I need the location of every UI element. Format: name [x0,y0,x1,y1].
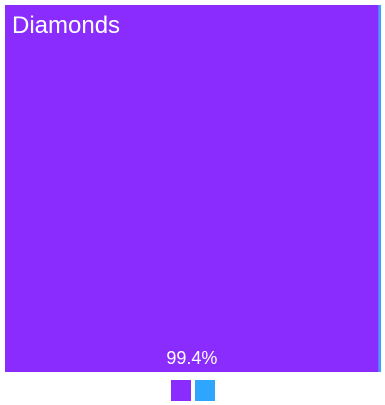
treemap-tile-1[interactable] [378,5,381,372]
legend-swatch-1[interactable] [195,380,215,401]
treemap-tile-label: Diamonds [12,12,120,39]
treemap-tile-value-label: 99.4% [166,348,217,368]
treemap-tile-0[interactable] [5,5,379,372]
legend-swatch-0[interactable] [171,380,191,401]
